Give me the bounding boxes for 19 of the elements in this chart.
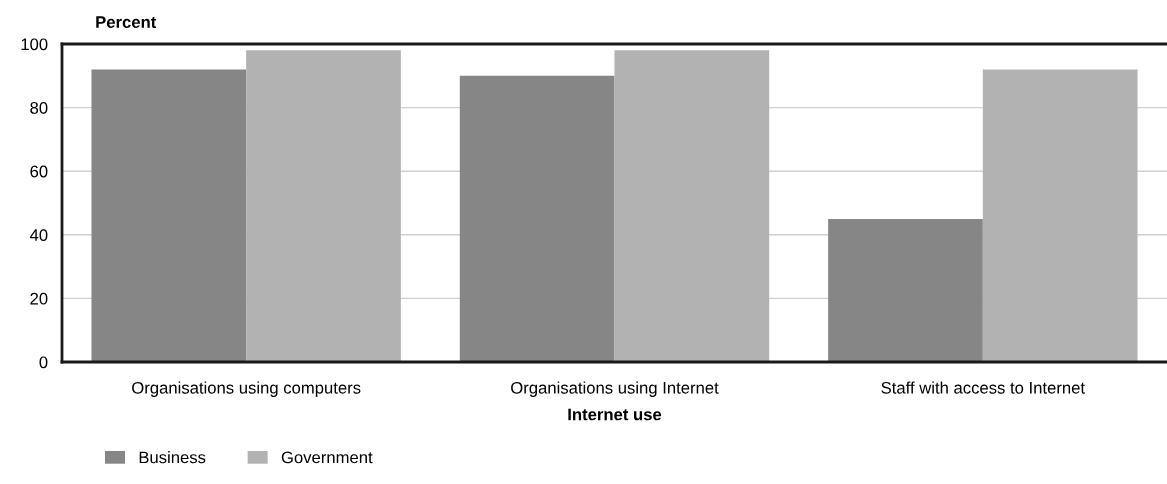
- x-tick-label: Staff with access to Internet: [881, 381, 1085, 394]
- bar: [614, 50, 770, 362]
- y-tick-label: 20: [30, 292, 48, 305]
- y-tick-label: 60: [30, 165, 48, 178]
- bar: [91, 69, 247, 362]
- bar: [459, 75, 615, 362]
- x-axis-title: Internet use: [568, 408, 662, 421]
- bar: [982, 69, 1138, 362]
- x-tick-label: Organisations using computers: [132, 381, 361, 397]
- y-tick-label: 0: [39, 356, 48, 369]
- y-tick-label: 80: [30, 102, 48, 114]
- y-axis-title: Percent: [96, 16, 157, 28]
- y-tick-label: 100: [21, 38, 48, 51]
- bar: [246, 50, 401, 362]
- bar: [828, 218, 983, 362]
- legend-label: Business: [139, 451, 206, 464]
- legend-label: Government: [281, 451, 373, 464]
- y-tick-label: 40: [29, 229, 48, 241]
- x-tick-label: Organisations using Internet: [511, 381, 719, 397]
